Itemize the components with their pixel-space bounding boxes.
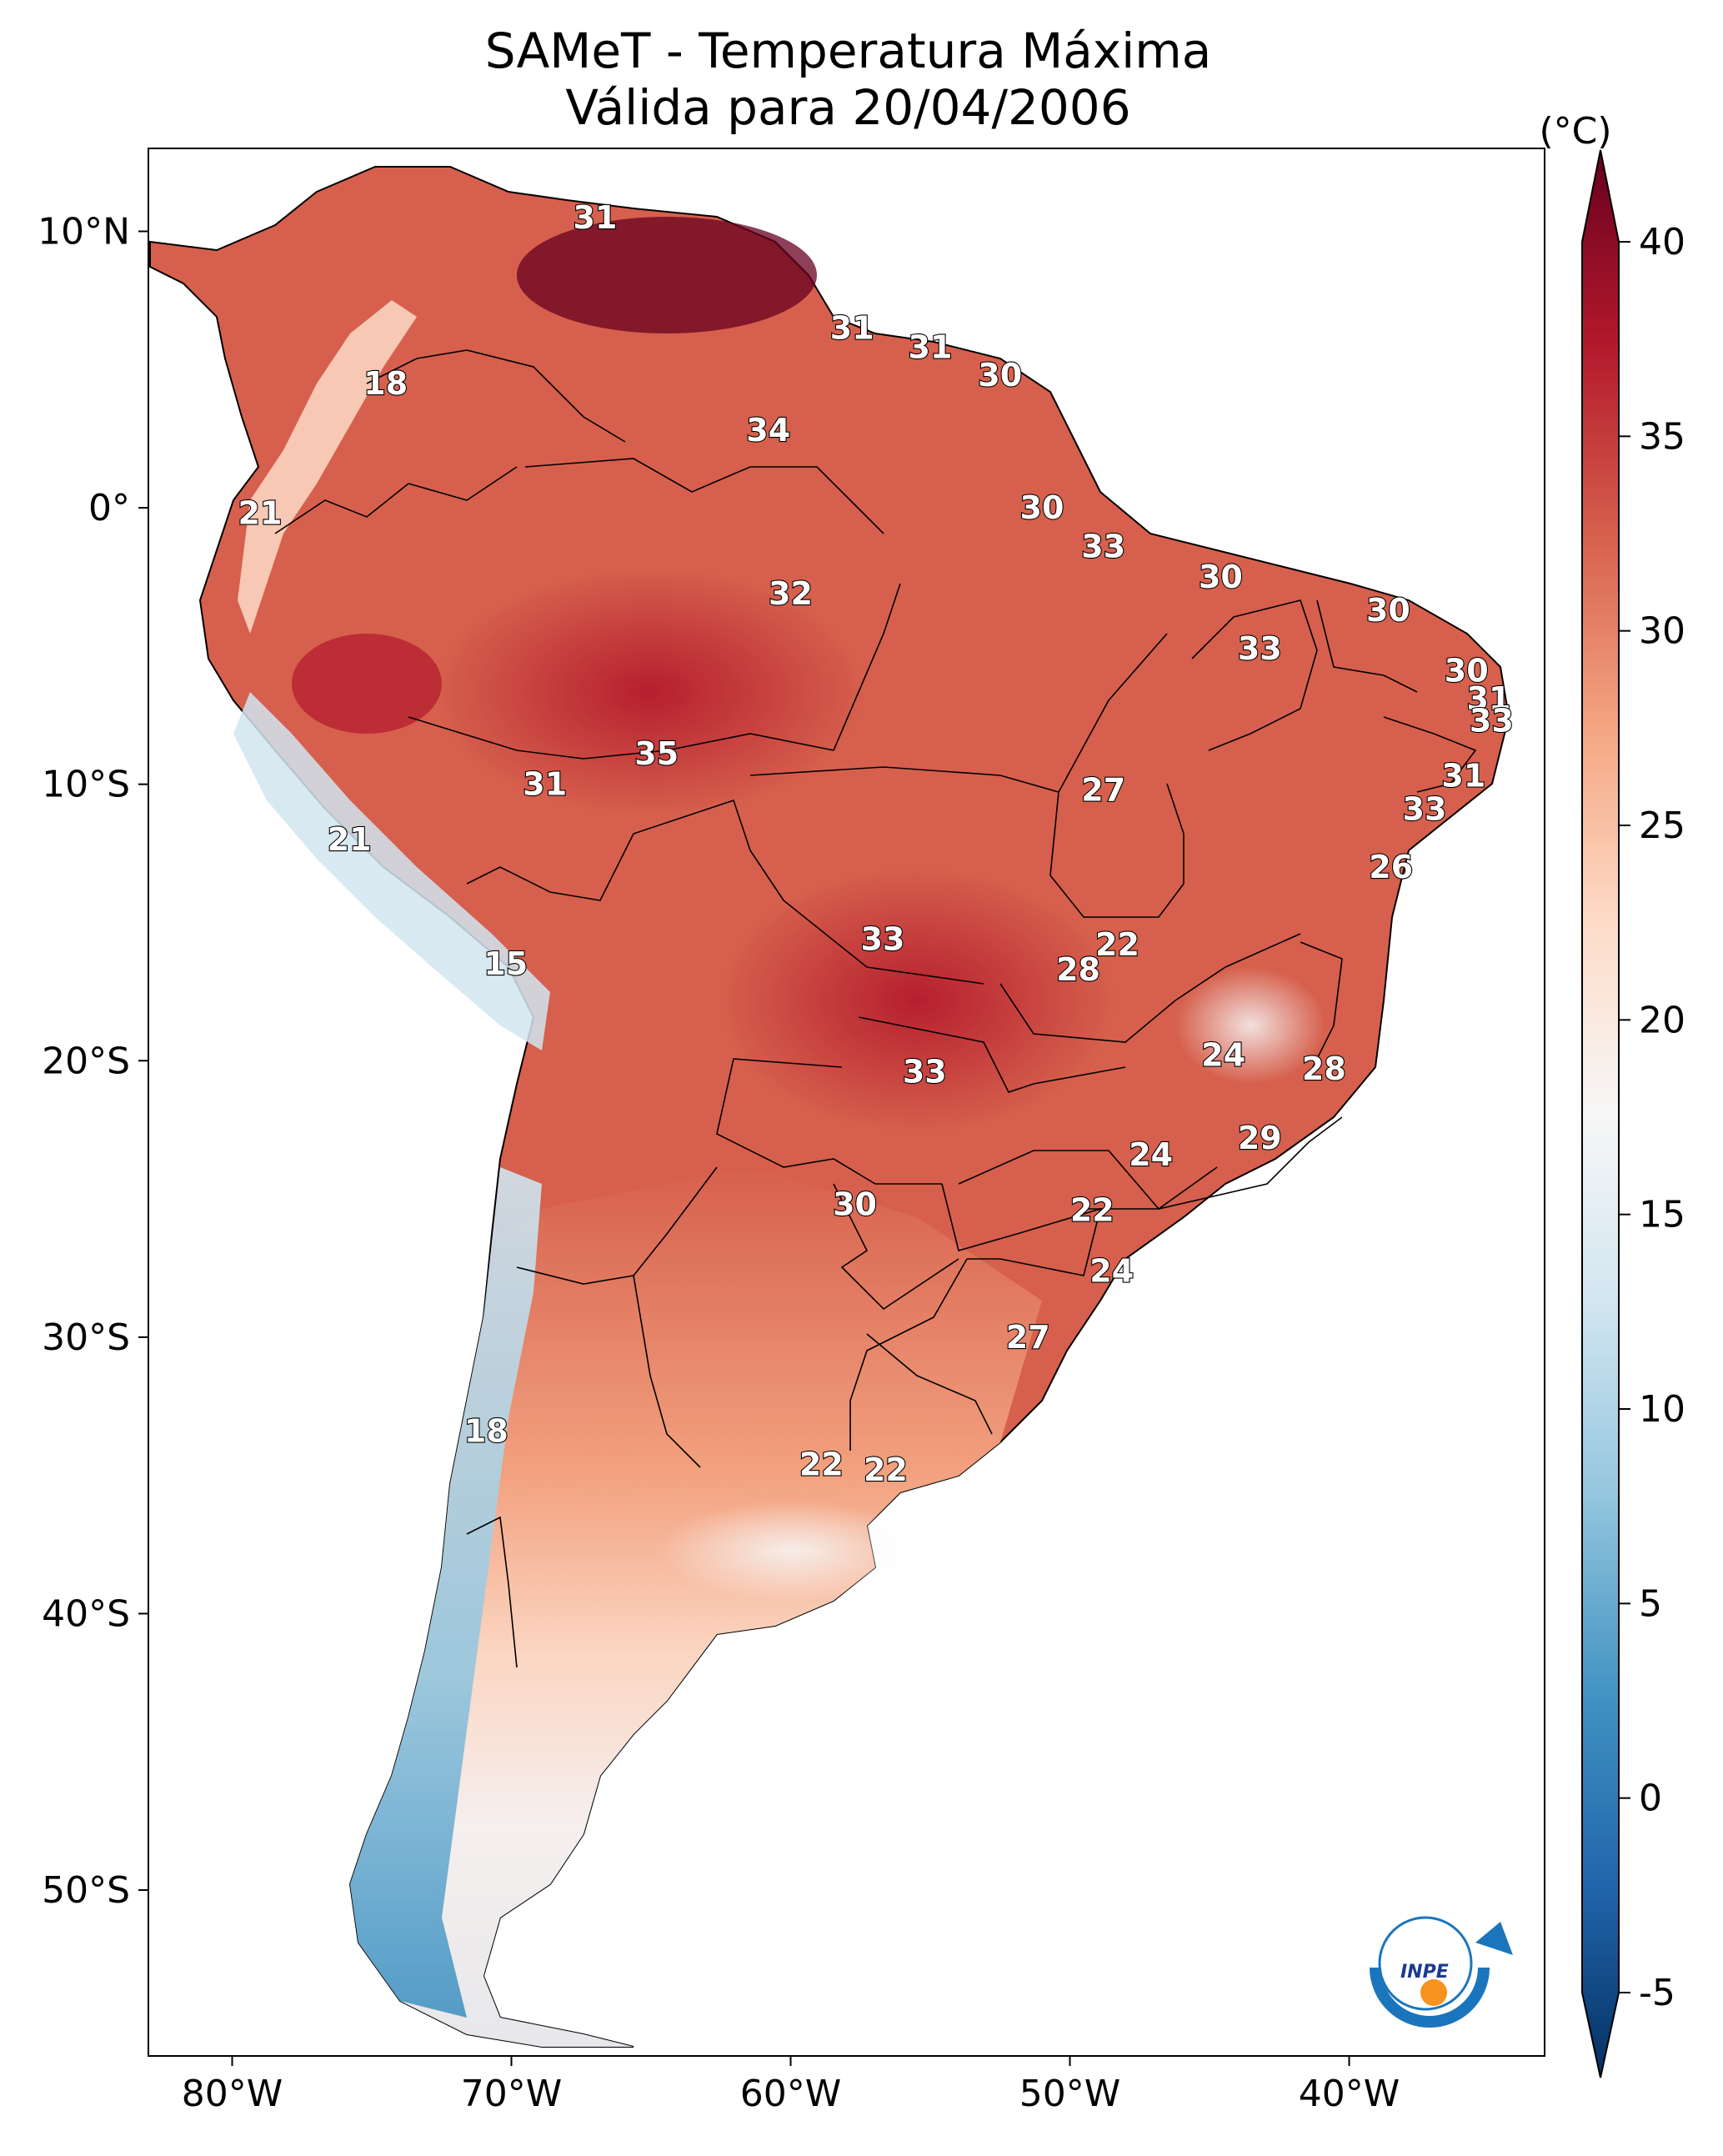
hotspot-center [717,867,1117,1134]
temperature-label: 34 [746,412,790,449]
southern-region [350,1167,1042,2047]
colorbar-tick-label: 10 [1639,1388,1685,1431]
lon-tick-label: 50°W [1019,2073,1121,2115]
temperature-label: 30 [978,357,1022,394]
map-subtitle: Válida para 20/04/2006 [565,79,1131,136]
colorbar-ticks: 40 35 30 25 20 15 10 5 0 -5 [1619,221,1685,2014]
colorbar-body [1581,149,1620,2078]
temperature-label: 29 [1238,1120,1282,1156]
temperature-label: 33 [1081,528,1125,564]
temperature-label: 15 [483,945,528,982]
lon-tick-label: 40°W [1299,2073,1400,2115]
hotspot-peru [292,634,442,734]
temperature-label: 31 [1467,680,1511,717]
temperature-label: 21 [328,821,372,858]
temperature-label: 33 [1470,702,1514,739]
colorbar-tick-label: -5 [1639,1972,1675,2014]
temperature-label: 28 [1056,951,1100,988]
temperature-label: 24 [1129,1136,1173,1173]
temperature-label: 31 [523,766,567,803]
colorbar-tick-label: 25 [1639,805,1685,847]
colorbar-tick-label: 35 [1639,415,1685,458]
lat-tick-label: 0° [88,487,130,529]
lat-tick-label: 10°N [38,210,130,253]
temperature-label: 30 [1445,653,1489,689]
lon-tick-label: 60°W [740,2073,842,2115]
temperature-label: 31 [1441,758,1485,795]
temperature-label: 35 [634,735,679,772]
lat-tick-label: 50°S [42,1869,130,1912]
temperature-label: 30 [833,1186,877,1223]
temperature-label: 18 [363,365,408,402]
colorbar-tick-label: 30 [1639,610,1685,653]
temperature-label: 22 [864,1452,908,1488]
andes-north-zone [238,300,417,634]
temperature-label: 22 [1070,1191,1114,1228]
inpe-logo: INPE [1370,1916,1513,2028]
hotspot-amazon [433,567,867,817]
map-title: SAMeT - Temperatura Máxima [484,23,1212,79]
temperature-label: 21 [238,495,283,532]
temperature-label: 22 [1095,926,1139,963]
map-body [149,166,1510,2048]
colorbar-tick-label: 5 [1639,1582,1662,1625]
lon-tick-label: 70°W [461,2073,563,2115]
lat-tick-label: 30°S [42,1316,130,1359]
temperature-label: 33 [1238,630,1282,667]
andes-cold-zone [350,1167,542,2018]
temperature-label: 27 [1006,1319,1050,1356]
coolspot-pampas [659,1501,925,1601]
temperature-label: 31 [573,199,618,236]
hotspot-venezuela [517,217,817,333]
temperature-label: 30 [1199,559,1243,595]
colorbar-tick-label: 0 [1639,1777,1662,1820]
colorbar-tick-label: 20 [1639,999,1685,1041]
temperature-label: 27 [1081,771,1125,808]
temperature-label: 24 [1089,1252,1134,1289]
temperature-label: 32 [769,575,813,612]
colorbar-tick-label: 15 [1639,1194,1685,1236]
temperature-label: 31 [909,329,953,366]
temperature-label: 33 [861,920,905,957]
temperature-label: 22 [799,1446,844,1482]
temperature-label: 31 [830,310,874,347]
coolspot-minas [1175,967,1325,1084]
temperature-label: 30 [1366,592,1410,629]
colorbar-unit: (°C) [1539,110,1611,153]
temperature-label: 30 [1020,489,1064,526]
colorbar: (°C) 40 35 30 25 20 15 10 5 0 -5 [1539,110,1685,2078]
andes-peru-zone [233,692,550,1050]
temperature-label: 33 [903,1054,947,1091]
borders [274,349,1477,1668]
colorbar-tick-label: 40 [1639,221,1685,263]
temperature-label: 28 [1302,1050,1346,1087]
temperature-label: 18 [464,1413,508,1450]
lat-tick-label: 20°S [42,1040,130,1082]
longitude-axis: 80°W 70°W 60°W 50°W 40°W [182,2056,1400,2115]
temperature-label: 26 [1369,849,1413,885]
lat-tick-label: 40°S [42,1592,130,1635]
lon-tick-label: 80°W [182,2073,283,2115]
temperature-label: 24 [1201,1037,1245,1074]
lat-tick-label: 10°S [42,764,130,806]
temperature-label: 33 [1403,791,1447,828]
latitude-axis: 10°N 0° 10°S 20°S 30°S 40°S 50°S [38,210,148,1912]
map-frame [148,148,1545,2057]
svg-text:INPE: INPE [1400,1962,1449,1983]
